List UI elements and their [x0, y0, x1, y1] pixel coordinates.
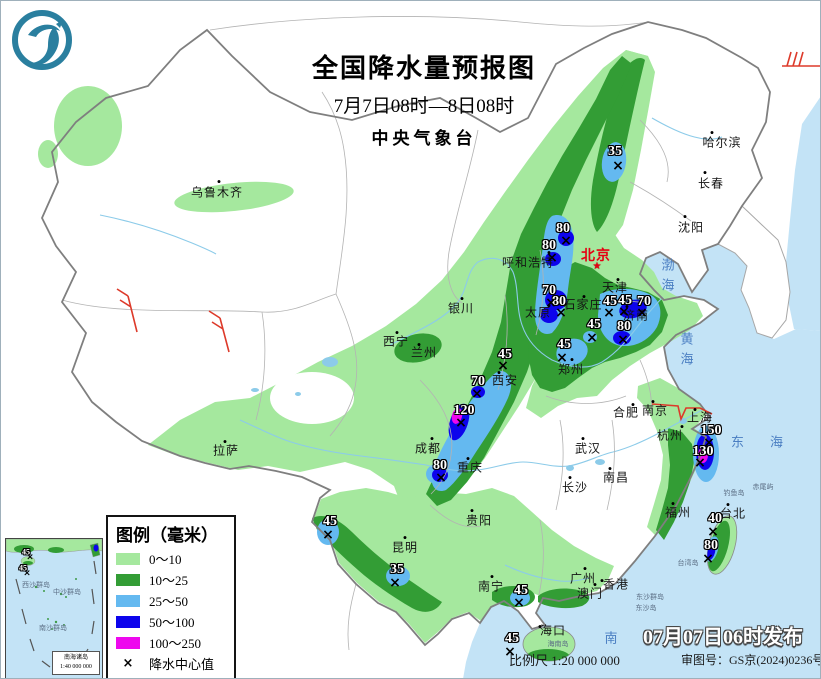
- province-borders: [61, 16, 692, 651]
- legend-item-label: 降水中心值: [149, 657, 215, 672]
- legend-item: 0～10: [116, 548, 228, 569]
- legend-item-label: 25～50: [149, 594, 189, 609]
- no-rain-gap: [270, 372, 354, 424]
- legend-title: 图例（毫米）: [116, 526, 218, 545]
- legend-item: × 降水中心值: [116, 653, 228, 674]
- precip-regions-50-100: [432, 230, 714, 482]
- legend-swatch: ×: [122, 655, 134, 671]
- legend-item: 10～25: [116, 569, 228, 590]
- sea-areas: [463, 96, 821, 679]
- taiwan-precip: [705, 520, 730, 572]
- typhoon-track: [651, 403, 713, 422]
- legend-items: 0～10 10～25 25～50 50～100 100～250 × 降水中心值: [116, 548, 228, 674]
- publish-time: 07月07日06时发布: [643, 626, 803, 649]
- title-block: 全国降水量预报图 7月7日08时—8日08时 中央气象台: [254, 48, 594, 149]
- legend-swatch: [116, 573, 140, 586]
- wind-barb-icon: [208, 310, 230, 353]
- legend-swatch: [116, 594, 140, 607]
- precip-regions-100-250: [451, 408, 708, 463]
- issuing-agency: 中央气象台: [371, 129, 477, 148]
- scale-text: 比例尺 1:20 000 000: [509, 653, 620, 668]
- lakes: [251, 357, 687, 471]
- page-title: 全国降水量预报图: [311, 54, 536, 83]
- legend-panel: 图例（毫米） 0～10 10～25 25～50 50～100 100～250: [106, 515, 236, 679]
- wind-barb-icon: [116, 288, 138, 333]
- inset-islands: [34, 578, 77, 630]
- inset-caption: 南海诸岛 1:40 000 000: [52, 651, 100, 675]
- legend-item: 25～50: [116, 590, 228, 611]
- korea-peninsula: [717, 205, 791, 339]
- legend-item: 100～250: [116, 632, 228, 653]
- legend-item: 50～100: [116, 611, 228, 632]
- south-china-sea-inset: 45 45 × × 西沙群岛 中沙群岛 南沙群岛 南海诸岛 1:40 000 000: [5, 538, 103, 679]
- weather-symbols: [116, 51, 821, 422]
- approval-number: 审图号：GS京(2024)0236号: [681, 653, 821, 667]
- inset-title: 南海诸岛: [63, 655, 88, 661]
- legend-item-label: 100～250: [149, 636, 202, 651]
- cma-logo-icon: [10, 8, 74, 77]
- rivers: [99, 117, 723, 582]
- legend-item-label: 0～10: [149, 552, 182, 567]
- legend-item-label: 10～25: [149, 573, 189, 588]
- front-symbol: [782, 51, 821, 67]
- legend-swatch: [116, 636, 140, 649]
- legend-item-label: 50～100: [149, 615, 195, 630]
- legend-swatch: [116, 615, 140, 628]
- hainan-precip: [526, 649, 570, 661]
- legend-swatch: [116, 552, 140, 565]
- inset-scale: 1:40 000 000: [60, 664, 92, 670]
- inset-map: [6, 539, 102, 670]
- forecast-period: 7月7日08时—8日08时: [333, 96, 515, 117]
